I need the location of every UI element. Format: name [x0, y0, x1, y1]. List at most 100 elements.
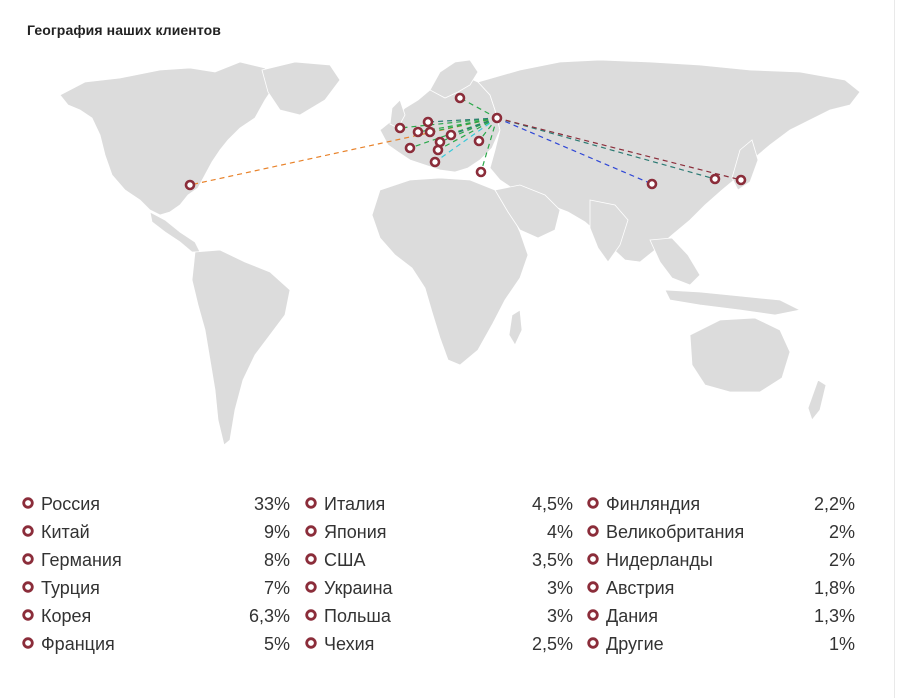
legend-item: Финляндия 2,2%: [585, 490, 855, 518]
legend-item-share: 2,2%: [813, 494, 855, 514]
legend-item-country: Австрия: [606, 578, 675, 598]
location-marker-icon: [22, 497, 34, 509]
legend-item: Нидерланды 2%: [585, 546, 855, 574]
map-location-marker-icon: [475, 166, 487, 178]
legend-item-share: 2,5%: [531, 634, 573, 654]
legend-column-1: Россия 33% Китай 9% Германия 8% Турция 7% Корея 6…: [20, 490, 290, 658]
central-america: [149, 211, 201, 253]
legend-item: Италия 4,5%: [303, 490, 573, 518]
world-map-svg: [59, 59, 861, 446]
location-marker-icon: [587, 637, 599, 649]
map-location-marker-icon: [432, 144, 444, 156]
legend-item: Китай 9%: [20, 518, 290, 546]
legend-item-share: 3%: [546, 606, 573, 626]
legend-item: США 3,5%: [303, 546, 573, 574]
location-marker-icon: [587, 609, 599, 621]
north-america: [59, 61, 276, 216]
route-line: [496, 117, 742, 181]
location-marker-icon: [305, 637, 317, 649]
map-location-marker-icon: [429, 156, 441, 168]
greenland: [261, 61, 341, 116]
legend-item-country: Италия: [324, 494, 386, 514]
route-line: [459, 97, 498, 119]
legend-item: Германия 8%: [20, 546, 290, 574]
legend-item-country: Польша: [324, 606, 391, 626]
legend: Россия 33% Китай 9% Германия 8% Турция 7% Корея 6…: [20, 490, 860, 665]
route-line: [437, 117, 498, 151]
location-marker-icon: [22, 609, 34, 621]
legend-item-country: Великобритания: [606, 522, 745, 542]
world-map: [0, 55, 894, 455]
legend-item: Корея 6,3%: [20, 602, 290, 630]
map-location-marker-icon: [445, 129, 457, 141]
india: [589, 199, 629, 263]
location-marker-icon: [305, 525, 317, 537]
location-marker-icon: [587, 497, 599, 509]
legend-item-country: Дания: [606, 606, 658, 626]
location-marker-icon: [587, 525, 599, 537]
legend-item: Другие 1%: [585, 630, 855, 658]
legend-item-country: Другие: [606, 634, 664, 654]
asia: [477, 59, 861, 263]
location-marker-icon: [305, 497, 317, 509]
southeast-asia: [649, 237, 701, 286]
new-zealand: [807, 379, 827, 421]
legend-item-country: Китай: [41, 522, 90, 542]
legend-column-2: Италия 4,5% Япония 4% США 3,5% Украина 3% Польша…: [303, 490, 573, 658]
legend-item: Чехия 2,5%: [303, 630, 573, 658]
location-marker-icon: [587, 553, 599, 565]
route-line: [450, 117, 498, 136]
legend-item-country: Финляндия: [606, 494, 701, 514]
map-location-marker-icon: [735, 174, 747, 186]
legend-item-country: Нидерланды: [606, 550, 713, 570]
location-marker-icon: [587, 581, 599, 593]
legend-item: Франция 5%: [20, 630, 290, 658]
city-markers: [184, 92, 747, 191]
location-marker-icon: [305, 553, 317, 565]
legend-item-share: 8%: [263, 550, 290, 570]
map-location-marker-icon: [709, 173, 721, 185]
map-location-marker-icon: [424, 126, 436, 138]
legend-column-3: Финляндия 2,2% Великобритания 2% Нидерланды 2…: [585, 490, 855, 658]
card-title: География наших клиентов: [27, 22, 221, 38]
map-location-marker-icon: [184, 179, 196, 191]
legend-item-country: Россия: [41, 494, 101, 514]
legend-item: Австрия 1,8%: [585, 574, 855, 602]
route-line: [496, 117, 716, 180]
location-marker-icon: [305, 581, 317, 593]
legend-item-share: 2%: [828, 522, 855, 542]
location-marker-icon: [22, 553, 34, 565]
legend-item: Турция 7%: [20, 574, 290, 602]
route-line: [496, 117, 653, 185]
route-line: [434, 117, 498, 163]
location-marker-icon: [305, 609, 317, 621]
legend-item-share: 6,3%: [248, 606, 290, 626]
route-line: [429, 117, 498, 133]
legend-item-country: Турция: [41, 578, 100, 598]
south-america: [191, 249, 291, 446]
legend-item-share: 1,8%: [813, 578, 855, 598]
legend-item-share: 1%: [828, 634, 855, 654]
uk: [389, 99, 406, 129]
madagascar: [508, 309, 523, 346]
map-location-marker-icon: [394, 122, 406, 134]
route-line: [427, 117, 498, 123]
legend-item-country: Япония: [324, 522, 387, 542]
map-location-marker-icon: [422, 116, 434, 128]
map-location-marker-icon: [473, 135, 485, 147]
route-line: [189, 117, 498, 186]
location-marker-icon: [22, 637, 34, 649]
map-location-marker-icon: [491, 112, 503, 124]
scandinavia: [429, 59, 479, 99]
legend-item-share: 2%: [828, 550, 855, 570]
route-line: [480, 117, 498, 173]
middle-east: [494, 184, 561, 239]
legend-item-share: 1,3%: [813, 606, 855, 626]
legend-item: Великобритания 2%: [585, 518, 855, 546]
legend-item-share: 4,5%: [531, 494, 573, 514]
indonesia: [664, 289, 802, 316]
land-masses: [59, 59, 861, 446]
map-location-marker-icon: [646, 178, 658, 190]
legend-item: Украина 3%: [303, 574, 573, 602]
